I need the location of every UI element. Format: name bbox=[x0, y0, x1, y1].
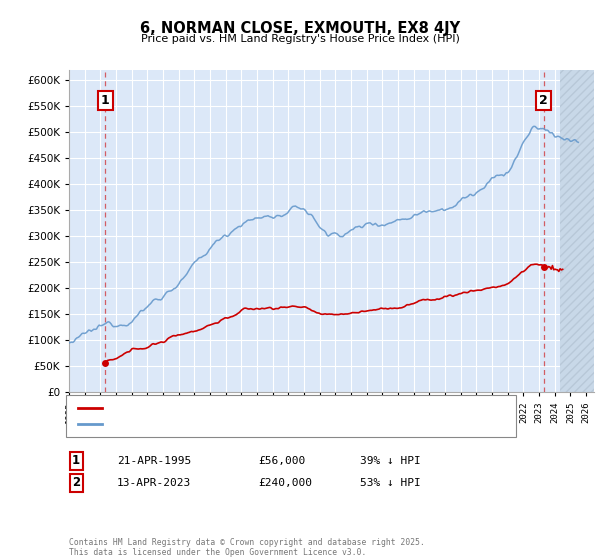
Text: 13-APR-2023: 13-APR-2023 bbox=[117, 478, 191, 488]
Text: Price paid vs. HM Land Registry's House Price Index (HPI): Price paid vs. HM Land Registry's House … bbox=[140, 34, 460, 44]
Text: 6, NORMAN CLOSE, EXMOUTH, EX8 4JY: 6, NORMAN CLOSE, EXMOUTH, EX8 4JY bbox=[140, 21, 460, 36]
Text: 21-APR-1995: 21-APR-1995 bbox=[117, 456, 191, 466]
Text: 1: 1 bbox=[101, 94, 109, 107]
Text: HPI: Average price, detached house, East Devon: HPI: Average price, detached house, East… bbox=[106, 419, 358, 429]
Text: 53% ↓ HPI: 53% ↓ HPI bbox=[360, 478, 421, 488]
Text: 39% ↓ HPI: 39% ↓ HPI bbox=[360, 456, 421, 466]
Text: 2: 2 bbox=[539, 94, 548, 107]
Text: 1: 1 bbox=[72, 454, 80, 468]
Text: Contains HM Land Registry data © Crown copyright and database right 2025.
This d: Contains HM Land Registry data © Crown c… bbox=[69, 538, 425, 557]
Text: 2: 2 bbox=[72, 476, 80, 489]
Text: £56,000: £56,000 bbox=[258, 456, 305, 466]
Text: £240,000: £240,000 bbox=[258, 478, 312, 488]
Text: 6, NORMAN CLOSE, EXMOUTH, EX8 4JY (detached house): 6, NORMAN CLOSE, EXMOUTH, EX8 4JY (detac… bbox=[106, 403, 403, 413]
Bar bbox=[560, 70, 594, 392]
